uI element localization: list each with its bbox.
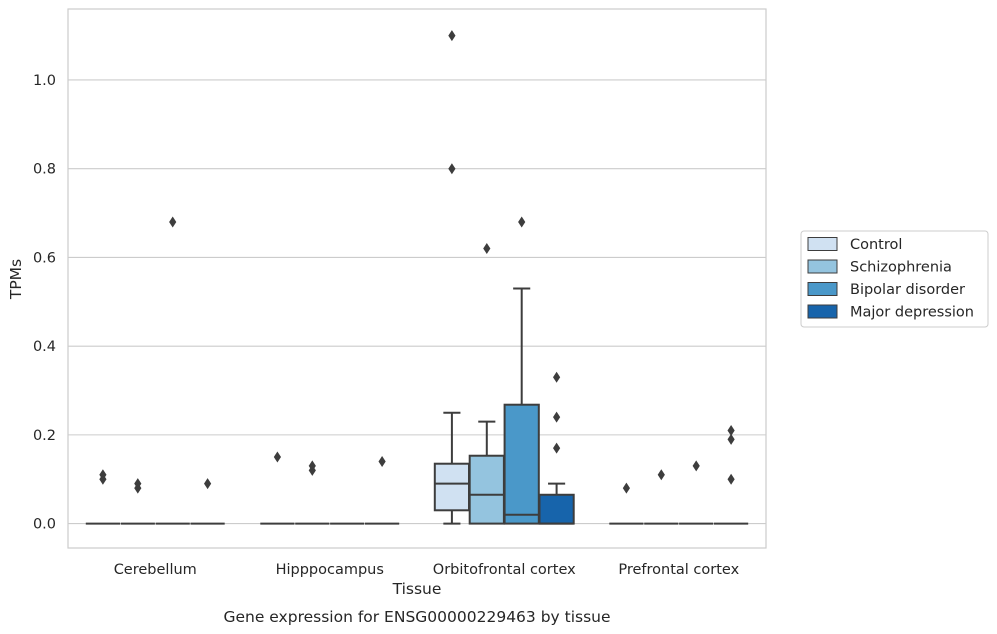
legend-swatch xyxy=(807,237,838,251)
outlier-point xyxy=(727,433,735,445)
legend-label: Major depression xyxy=(850,305,974,321)
legend-swatch xyxy=(807,304,838,319)
outlier-point xyxy=(169,216,177,228)
y-tick-label: 0.0 xyxy=(33,517,56,533)
y-tick-label: 0.2 xyxy=(33,428,56,444)
box-body xyxy=(503,403,540,525)
plot-frame xyxy=(67,8,767,549)
outlier-point xyxy=(308,460,316,472)
x-tick-label: Orbitofrontal cortex xyxy=(433,562,576,578)
legend-frame xyxy=(800,230,989,328)
outlier-point xyxy=(692,460,700,472)
box xyxy=(538,482,575,525)
y-tick-label: 0.8 xyxy=(33,162,56,178)
outlier-point xyxy=(273,451,281,463)
box-body xyxy=(468,454,505,525)
outlier-point xyxy=(727,473,735,485)
y-tick-label: 0.6 xyxy=(33,250,56,266)
outlier-point xyxy=(553,371,561,383)
outlier-point xyxy=(727,424,735,436)
box xyxy=(468,420,505,525)
box xyxy=(433,411,471,525)
x-tick-label: Prefrontal cortex xyxy=(618,562,739,578)
y-tick-label: 0.4 xyxy=(33,339,56,355)
chart-title: Gene expression for ENSG00000229463 by t… xyxy=(223,608,610,626)
y-axis-label: TPMs xyxy=(7,259,25,300)
outlier-point xyxy=(448,30,456,42)
y-tick-label: 1.0 xyxy=(33,73,56,89)
legend-label: Bipolar disorder xyxy=(850,282,965,298)
x-tick-labels: Cerebellum Hipppocampus Orbitofrontal cort… xyxy=(114,562,740,578)
outliers xyxy=(99,30,735,494)
gridlines xyxy=(68,79,766,525)
outlier-point xyxy=(448,163,456,175)
x-axis-label: Tissue xyxy=(392,580,442,598)
boxes xyxy=(85,287,749,525)
outlier-point xyxy=(622,482,630,494)
outlier-point xyxy=(483,243,491,255)
box xyxy=(503,287,540,525)
outlier-point xyxy=(134,478,142,490)
outlier-point xyxy=(378,455,386,467)
legend-label: Control xyxy=(850,237,902,253)
outlier-point xyxy=(99,469,107,481)
outlier-point xyxy=(657,469,665,481)
outlier-point xyxy=(204,478,212,490)
box-body xyxy=(538,493,575,525)
x-tick-label: Cerebellum xyxy=(114,562,197,578)
box-body xyxy=(433,462,471,512)
legend: Control Schizophrenia Bipolar disorder Majo… xyxy=(800,230,989,328)
legend-swatch xyxy=(807,282,838,296)
y-tick-labels: 0.0 0.2 0.4 0.6 0.8 1.0 xyxy=(33,73,56,533)
x-tick-label: Hipppocampus xyxy=(276,562,384,578)
legend-swatch xyxy=(807,259,838,274)
outlier-point xyxy=(553,411,561,423)
legend-label: Schizophrenia xyxy=(850,260,952,276)
outlier-point xyxy=(518,216,526,228)
outlier-point xyxy=(553,442,561,454)
